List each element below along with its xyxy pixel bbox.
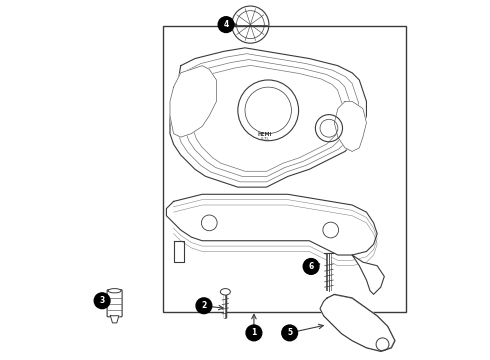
- Polygon shape: [170, 66, 217, 137]
- Circle shape: [246, 325, 262, 341]
- Text: 1: 1: [251, 328, 257, 337]
- Text: 4: 4: [223, 20, 229, 29]
- Ellipse shape: [220, 289, 230, 295]
- Text: 5.7L: 5.7L: [260, 138, 269, 141]
- Polygon shape: [352, 255, 384, 294]
- Polygon shape: [167, 194, 377, 255]
- Polygon shape: [110, 316, 119, 323]
- Text: 3: 3: [99, 296, 105, 305]
- Circle shape: [218, 17, 234, 32]
- Polygon shape: [320, 294, 395, 351]
- Circle shape: [94, 293, 110, 309]
- Text: HEMI: HEMI: [257, 132, 272, 138]
- Circle shape: [282, 325, 297, 341]
- Polygon shape: [170, 48, 367, 187]
- FancyBboxPatch shape: [107, 290, 122, 317]
- Text: 6: 6: [309, 262, 314, 271]
- Circle shape: [303, 258, 319, 274]
- Bar: [163, 26, 406, 312]
- Ellipse shape: [108, 289, 121, 293]
- Text: 5: 5: [287, 328, 292, 337]
- Text: 2: 2: [201, 301, 207, 310]
- Circle shape: [196, 298, 212, 314]
- Polygon shape: [334, 102, 367, 152]
